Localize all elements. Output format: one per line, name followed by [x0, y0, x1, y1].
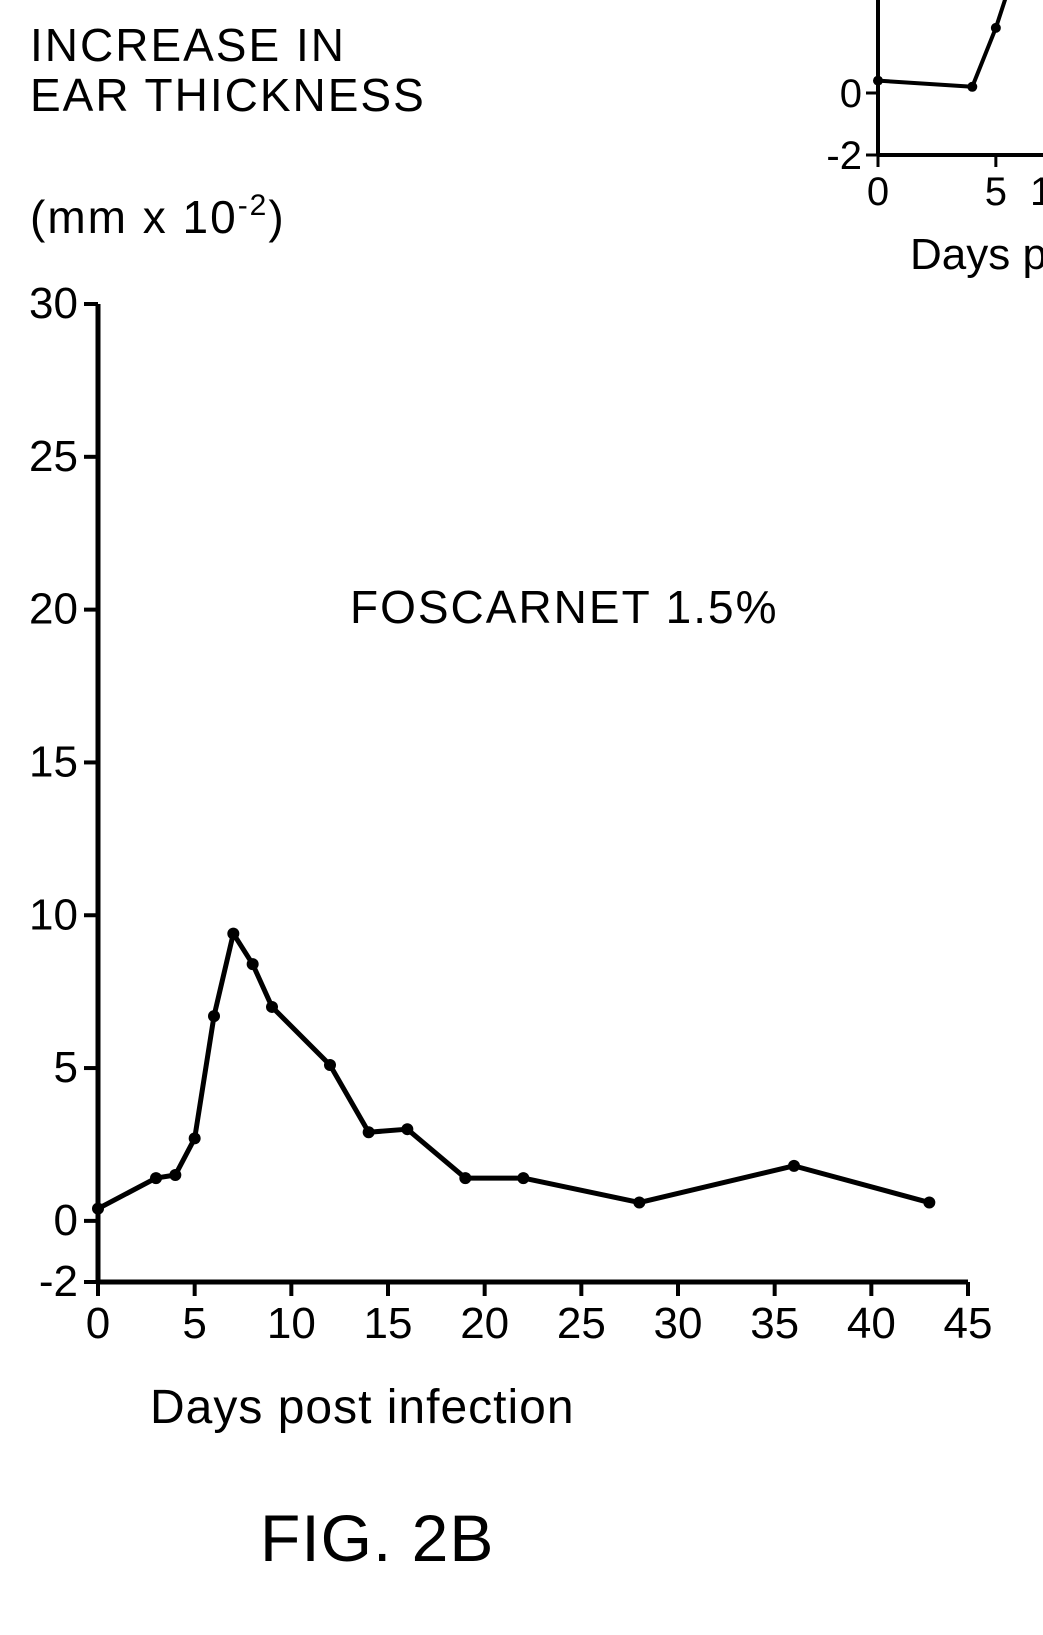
svg-text:45: 45	[944, 1299, 993, 1348]
svg-text:0: 0	[867, 170, 889, 214]
svg-text:0: 0	[86, 1299, 110, 1348]
svg-text:-2: -2	[826, 134, 862, 178]
svg-text:0: 0	[840, 72, 862, 116]
svg-text:30: 30	[654, 1299, 703, 1348]
svg-text:15: 15	[364, 1299, 413, 1348]
svg-text:20: 20	[29, 585, 78, 634]
svg-text:35: 35	[750, 1299, 799, 1348]
svg-text:20: 20	[460, 1299, 509, 1348]
series-label: FOSCARNET 1.5%	[350, 580, 778, 634]
svg-text:0: 0	[54, 1196, 78, 1245]
svg-text:15: 15	[29, 737, 78, 786]
svg-text:5: 5	[985, 170, 1007, 214]
svg-text:5: 5	[54, 1043, 78, 1092]
svg-text:25: 25	[29, 432, 78, 481]
svg-text:10: 10	[267, 1299, 316, 1348]
x-axis-label: Days post infection	[150, 1380, 575, 1435]
svg-text:5: 5	[182, 1299, 206, 1348]
svg-text:40: 40	[847, 1299, 896, 1348]
partial-chart: -20051	[0, 0, 1043, 300]
figure-label: FIG. 2B	[260, 1500, 494, 1576]
svg-text:-2: -2	[39, 1257, 78, 1306]
svg-text:1: 1	[1030, 170, 1043, 214]
partial-x-label: Days p	[910, 230, 1043, 280]
svg-text:25: 25	[557, 1299, 606, 1348]
svg-text:10: 10	[29, 890, 78, 939]
